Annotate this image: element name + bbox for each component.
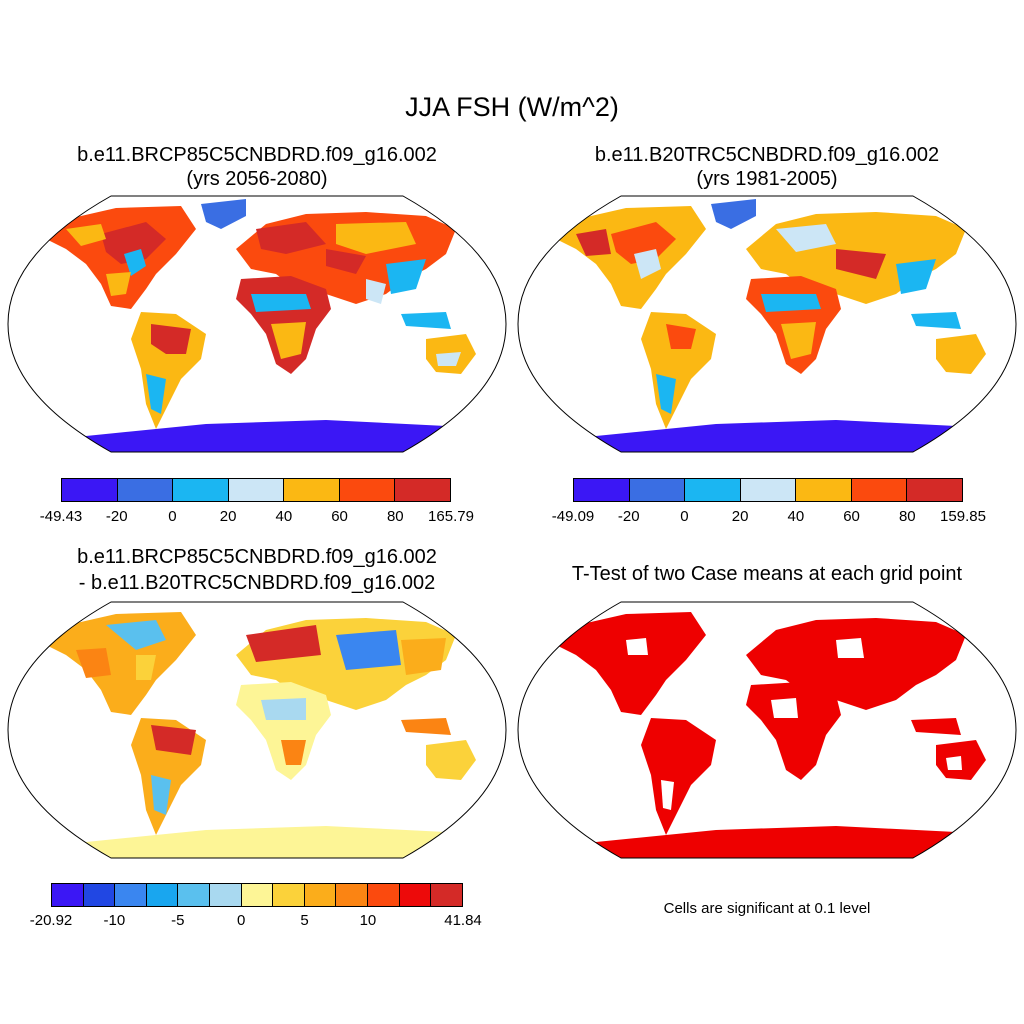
colorbar-tick-label: 60 xyxy=(331,508,348,525)
colorbar-tick-label: -49.43 xyxy=(39,508,83,525)
colorbar-swatch xyxy=(574,479,630,501)
colorbar-swatch xyxy=(740,479,797,501)
significance-note: Cells are significant at 0.1 level xyxy=(663,900,871,917)
panel3-title-line2: - b.e11.B20TRC5CNBDRD.f09_g16.002 xyxy=(78,572,436,594)
colorbar-swatch xyxy=(685,479,741,501)
colorbar-swatch xyxy=(629,479,686,501)
colorbar-swatch xyxy=(339,479,396,501)
land-north-america xyxy=(46,612,196,715)
land-south-america xyxy=(131,718,206,835)
panel2-title-line2: (yrs 1981-2005) xyxy=(696,168,838,190)
land-australia xyxy=(401,718,476,780)
colorbar-swatch xyxy=(273,884,305,906)
land-eurasia xyxy=(746,212,966,304)
colorbar-swatch xyxy=(83,884,116,906)
land-north-america xyxy=(556,206,706,309)
colorbar-swatch xyxy=(241,884,274,906)
colorbar-tick-label: 0 xyxy=(168,508,177,525)
significant-cells xyxy=(518,612,1016,858)
land-north-america xyxy=(46,206,196,309)
land-greenland xyxy=(201,199,246,229)
land-africa xyxy=(746,276,841,374)
colorbar-swatch xyxy=(907,479,963,501)
panel1-title-line1: b.e11.BRCP85C5CNBDRD.f09_g16.002 xyxy=(77,144,437,166)
colorbar-swatch xyxy=(115,884,147,906)
land-africa xyxy=(236,276,331,374)
colorbar-panel-1 xyxy=(61,478,451,502)
colorbar-swatch xyxy=(851,479,908,501)
colorbar-swatch xyxy=(52,884,84,906)
map-panel-3 xyxy=(7,601,507,859)
colorbar-swatch xyxy=(368,884,400,906)
colorbar-swatch xyxy=(62,479,118,501)
land-australia xyxy=(911,312,986,374)
non-significant-cells xyxy=(626,605,962,810)
colorbar-panel-3 xyxy=(51,883,463,907)
colorbar-tick-label: 60 xyxy=(843,508,860,525)
colorbar-tick-label: 165.79 xyxy=(428,508,474,525)
colorbar-tick-label: -20 xyxy=(105,508,128,525)
land-south-america xyxy=(641,312,716,429)
colorbar-panel-2 xyxy=(573,478,963,502)
colorbar-tick-label: 0 xyxy=(236,912,246,929)
land-antarctica xyxy=(518,420,1016,452)
colorbar-swatch xyxy=(336,884,369,906)
colorbar-swatch xyxy=(395,479,451,501)
land-antarctica xyxy=(8,420,506,452)
colorbar-swatch xyxy=(173,479,229,501)
colorbar-tick-label: -49.09 xyxy=(551,508,595,525)
colorbar-swatch xyxy=(178,884,211,906)
map-boundary xyxy=(7,601,507,859)
colorbar-tick-label: -10 xyxy=(103,912,126,929)
colorbar-swatch xyxy=(146,884,179,906)
map-panel-2 xyxy=(517,195,1017,453)
land-greenland xyxy=(201,605,246,635)
colorbar-panel-3-labels: -20.92 -10 -5 0 5 10 41.84 xyxy=(30,912,482,932)
land-south-america xyxy=(131,312,206,429)
map-boundary xyxy=(517,195,1017,453)
colorbar-swatch xyxy=(210,884,242,906)
colorbar-tick-label: 41.84 xyxy=(444,912,482,929)
land-antarctica xyxy=(8,826,506,858)
colorbar-swatch xyxy=(284,479,340,501)
colorbar-swatch xyxy=(796,479,852,501)
colorbar-tick-label: 40 xyxy=(787,508,805,525)
panel3-title-line1: b.e11.BRCP85C5CNBDRD.f09_g16.002 xyxy=(77,546,437,568)
figure-title: JJA FSH (W/m^2) xyxy=(405,92,619,122)
panel1-title-line2: (yrs 2056-2080) xyxy=(186,168,328,190)
colorbar-swatch xyxy=(399,884,432,906)
colorbar-tick-label: 20 xyxy=(219,508,237,525)
colorbar-tick-label: 80 xyxy=(898,508,916,525)
colorbar-tick-label: 40 xyxy=(275,508,293,525)
colorbar-tick-label: 20 xyxy=(731,508,749,525)
colorbar-tick-label: 5 xyxy=(300,912,309,929)
colorbar-swatch xyxy=(304,884,337,906)
map-boundary xyxy=(7,195,507,453)
map-boundary xyxy=(517,601,1017,859)
map-panel-4 xyxy=(517,601,1017,859)
panel4-title: T-Test of two Case means at each grid po… xyxy=(571,563,963,585)
colorbar-tick-label: -5 xyxy=(171,912,185,929)
colorbar-swatch xyxy=(431,884,462,906)
colorbar-tick-label: 80 xyxy=(386,508,404,525)
map-panel-1 xyxy=(7,195,507,453)
colorbar-panel-1-labels: -49.43 -20 0 20 40 60 80 165.79 xyxy=(40,508,474,528)
colorbar-tick-label: 159.85 xyxy=(940,508,986,525)
land-greenland xyxy=(711,199,756,229)
colorbar-tick-label: -20 xyxy=(617,508,640,525)
colorbar-tick-label: 0 xyxy=(680,508,689,525)
colorbar-panel-2-labels: -49.09 -20 0 20 40 60 80 159.85 xyxy=(552,508,986,528)
colorbar-tick-label: -20.92 xyxy=(29,912,73,929)
colorbar-tick-label: 10 xyxy=(359,912,377,929)
land-africa xyxy=(236,682,331,780)
colorbar-swatch xyxy=(117,479,174,501)
colorbar-swatch xyxy=(228,479,285,501)
land-australia xyxy=(401,312,476,374)
panel2-title-line1: b.e11.B20TRC5CNBDRD.f09_g16.002 xyxy=(594,144,940,166)
